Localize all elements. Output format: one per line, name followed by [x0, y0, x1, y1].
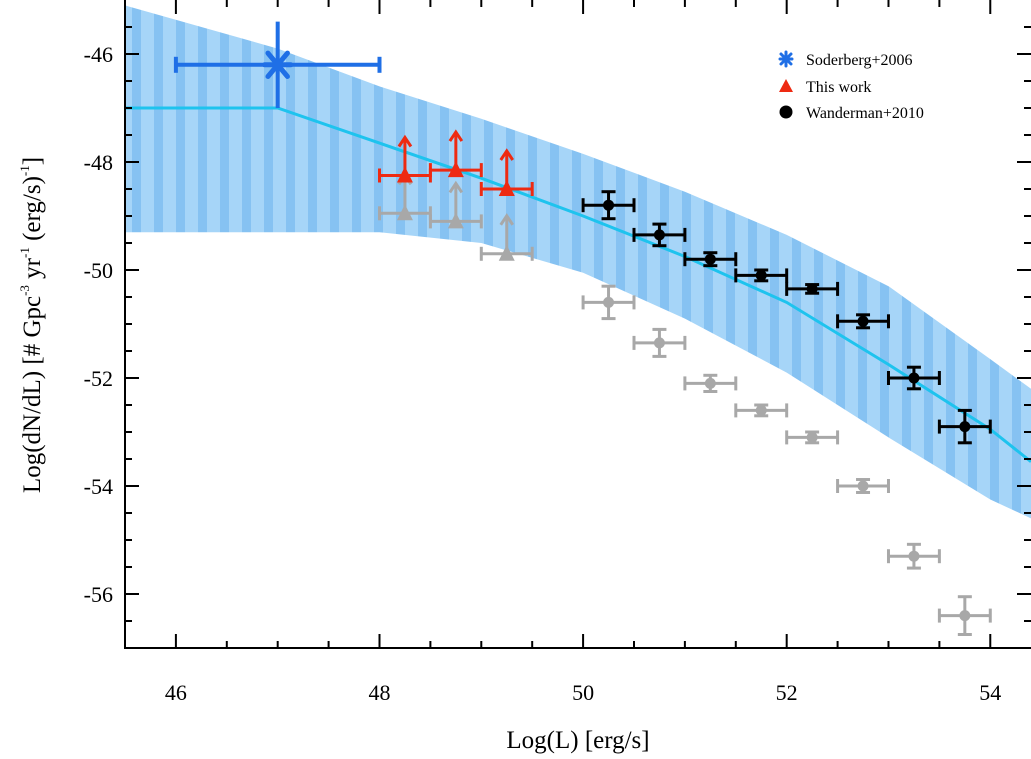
legend-marker-soderberg — [778, 50, 794, 68]
point-wanderman-2010-0 — [581, 190, 636, 221]
point-gray-triangle-2 — [479, 213, 534, 261]
point-gray-circle-7 — [937, 595, 992, 636]
point-gray-circle-1 — [632, 327, 687, 358]
y-tick-label: -56 — [84, 582, 113, 607]
point-wanderman-2010-6 — [886, 365, 941, 391]
point-marker — [704, 253, 716, 265]
point-gray-circle-5 — [836, 478, 890, 494]
point-marker — [755, 404, 767, 416]
legend-label-this-work: This work — [806, 79, 871, 96]
legend: Soderberg+2006 This work Wanderman+2010 — [778, 50, 924, 122]
x-tick-label: 52 — [776, 680, 798, 705]
point-gray-circle-0 — [581, 284, 636, 321]
x-tick-labels: 46 48 50 52 54 — [165, 680, 1001, 705]
point-gray-circle-2 — [683, 373, 738, 393]
point-marker — [704, 377, 716, 389]
point-marker — [908, 372, 920, 384]
point-wanderman-2010-4 — [785, 281, 840, 296]
x-axis-label: Log(L) [erg/s] — [506, 727, 649, 754]
point-marker — [653, 229, 665, 241]
model-line — [125, 106, 1031, 463]
point-gray-circle-3 — [734, 403, 789, 418]
y-axis-label: Log(dN/dL) [# Gpc-3 yr-1 (erg/s)-1] — [17, 157, 46, 493]
x-tick-label: 50 — [572, 680, 594, 705]
point-marker — [447, 161, 464, 178]
y-tick-label: -52 — [84, 366, 113, 391]
uncertainty-band — [125, 5, 1031, 519]
point-gray-circle-4 — [785, 430, 840, 445]
legend-label-soderberg: Soderberg+2006 — [806, 52, 913, 69]
point-marker — [447, 212, 464, 229]
x-tick-label: 46 — [165, 680, 187, 705]
point-marker — [959, 610, 971, 622]
lower-limit-arrowhead — [499, 148, 514, 161]
point-marker — [959, 421, 971, 433]
lower-limit-arrowhead — [448, 129, 464, 142]
point-this-work-1 — [428, 129, 483, 178]
point-marker — [857, 480, 869, 492]
point-wanderman-2010-3 — [734, 268, 789, 283]
lower-limit-arrowhead — [499, 213, 514, 226]
point-gray-triangle-1 — [428, 180, 483, 229]
axis-ticks — [125, 0, 1031, 648]
asterisk-stroke — [265, 50, 290, 79]
point-marker — [908, 550, 920, 562]
y-tick-label: -50 — [84, 258, 113, 283]
point-marker — [396, 204, 413, 221]
point-soderberg-2006-0 — [173, 21, 382, 108]
x-tick-label: 54 — [979, 680, 1001, 705]
plot-region — [125, 5, 1031, 636]
y-tick-label: -54 — [84, 474, 113, 499]
point-marker — [806, 283, 818, 295]
legend-marker-wanderman — [779, 105, 793, 119]
point-marker — [603, 296, 615, 308]
point-marker — [396, 166, 413, 183]
point-marker — [755, 269, 767, 281]
point-wanderman-2010-2 — [683, 251, 738, 268]
point-marker — [806, 431, 818, 443]
x-tick-label: 48 — [368, 680, 390, 705]
point-marker — [857, 315, 869, 327]
point-wanderman-2010-5 — [836, 313, 890, 330]
point-marker — [262, 50, 294, 79]
y-tick-label: -46 — [84, 42, 113, 67]
legend-marker-this-work — [779, 79, 793, 92]
point-wanderman-2010-1 — [632, 222, 687, 248]
point-wanderman-2010-7 — [937, 408, 992, 445]
y-tick-labels: -46 -48 -50 -52 -54 -56 — [84, 42, 113, 607]
point-marker — [498, 180, 515, 196]
point-marker — [603, 199, 615, 211]
point-marker — [498, 244, 515, 261]
point-marker — [653, 337, 665, 349]
legend-label-wanderman: Wanderman+2010 — [806, 105, 924, 122]
y-tick-label: -48 — [84, 150, 113, 175]
lower-limit-arrowhead — [397, 134, 413, 148]
lower-limit-arrowhead — [448, 180, 464, 194]
point-gray-circle-6 — [886, 542, 941, 570]
data-points-layer — [173, 21, 992, 445]
point-this-work-2 — [479, 148, 534, 196]
gray-points-layer — [377, 172, 992, 636]
